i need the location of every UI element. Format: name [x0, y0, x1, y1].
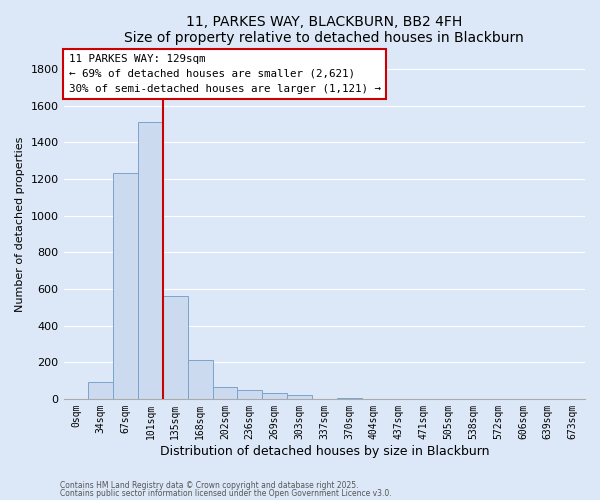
Text: Contains HM Land Registry data © Crown copyright and database right 2025.: Contains HM Land Registry data © Crown c… — [60, 480, 359, 490]
Bar — [238, 390, 262, 399]
Y-axis label: Number of detached properties: Number of detached properties — [15, 137, 25, 312]
Bar — [337, 398, 362, 399]
Bar — [262, 394, 287, 399]
Text: 11 PARKES WAY: 129sqm
← 69% of detached houses are smaller (2,621)
30% of semi-d: 11 PARKES WAY: 129sqm ← 69% of detached … — [69, 54, 381, 94]
Bar — [163, 296, 188, 399]
Bar — [212, 387, 238, 399]
Text: Contains public sector information licensed under the Open Government Licence v3: Contains public sector information licen… — [60, 489, 392, 498]
X-axis label: Distribution of detached houses by size in Blackburn: Distribution of detached houses by size … — [160, 444, 489, 458]
Bar — [138, 122, 163, 399]
Bar — [113, 173, 138, 399]
Bar — [287, 395, 312, 399]
Bar — [188, 360, 212, 399]
Bar — [88, 382, 113, 399]
Title: 11, PARKES WAY, BLACKBURN, BB2 4FH
Size of property relative to detached houses : 11, PARKES WAY, BLACKBURN, BB2 4FH Size … — [124, 15, 524, 45]
